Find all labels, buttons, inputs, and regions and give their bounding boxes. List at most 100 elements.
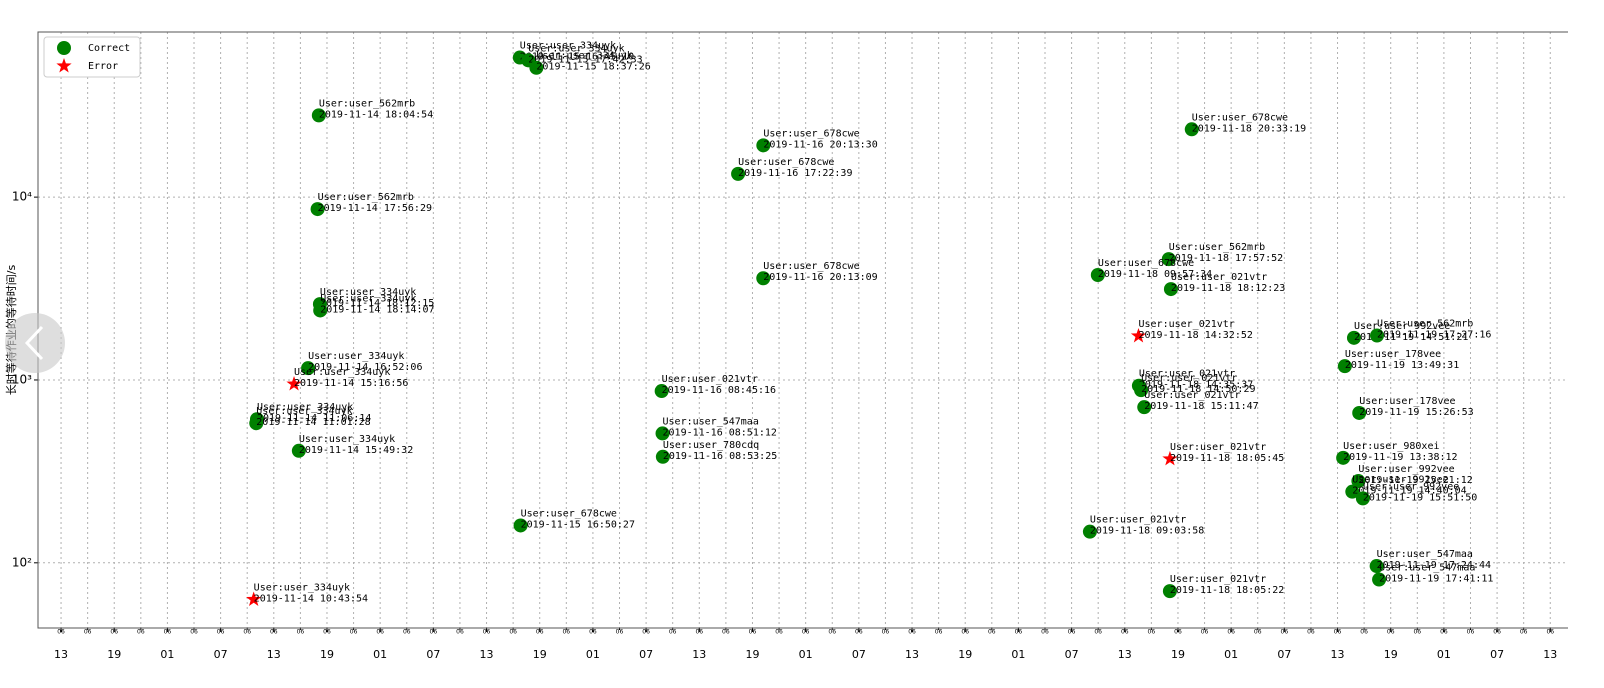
- x-minor-tick-label: 06: [456, 629, 464, 636]
- circle-marker: [655, 426, 670, 441]
- annotation-user: User:user_678cwe: [763, 128, 859, 139]
- x-minor-tick-label: 06: [84, 629, 92, 636]
- annotation-time: 2019-11-14 11:06:14: [257, 413, 371, 424]
- x-minor-tick-label: 06: [403, 629, 411, 636]
- annotation-user: User:user_178vee: [1345, 349, 1441, 360]
- x-minor-tick-label: 06: [297, 629, 305, 636]
- annotation-user: User:user_178vee: [1359, 396, 1455, 407]
- circle-marker: [249, 416, 264, 431]
- circle-marker: [313, 303, 328, 318]
- annotation-user: User:user_980xei: [1343, 441, 1439, 452]
- legend-label: Correct: [88, 43, 130, 54]
- annotation-user: User:user_780cdq: [663, 440, 759, 451]
- x-tick-label: 07: [214, 648, 228, 661]
- annotation-user: User:user_678cwe: [738, 157, 834, 168]
- annotation-time: 2019-11-14 17:56:29: [318, 203, 432, 214]
- circle-marker: [1355, 491, 1370, 506]
- x-tick-label: 13: [1118, 648, 1132, 661]
- x-minor-tick-label: 06: [882, 629, 890, 636]
- x-minor-tick-label: 06: [669, 629, 677, 636]
- annotation-time: 2019-11-14 15:16:56: [294, 378, 408, 389]
- annotation-user: User:user_678cwe: [521, 508, 617, 519]
- x-tick-label: 13: [692, 648, 706, 661]
- annotation-time: 2019-11-19 13:49:31: [1345, 360, 1459, 371]
- x-minor-tick-label: 06: [988, 629, 996, 636]
- circle-marker: [311, 108, 326, 123]
- legend-label: Error: [88, 61, 118, 72]
- x-tick-label: 19: [1171, 648, 1185, 661]
- star-marker: [1162, 450, 1178, 466]
- x-tick-label: 19: [1384, 648, 1398, 661]
- annotation-time: 2019-11-19 17:24:44: [1377, 560, 1491, 571]
- x-minor-tick-label: 06: [935, 629, 943, 636]
- annotation-user: User:user_021vtr: [1139, 369, 1235, 380]
- back-button[interactable]: [5, 313, 65, 373]
- annotation-time: 2019-11-15 16:45:10: [520, 52, 634, 63]
- x-tick-label: 01: [373, 648, 387, 661]
- annotation-user: User:user_334uyk: [536, 51, 632, 62]
- circle-marker: [310, 202, 325, 217]
- circle-marker: [1352, 405, 1367, 420]
- x-tick-label: 13: [1331, 648, 1345, 661]
- annotation-user: User:user_021vtr: [1171, 272, 1267, 283]
- annotation-time: 2019-11-15 17:42:33: [528, 54, 642, 65]
- annotation-time: 2019-11-18 15:11:47: [1144, 401, 1258, 412]
- x-tick-label: 07: [852, 648, 866, 661]
- x-minor-tick-label: 06: [190, 629, 198, 636]
- circle-marker: [1351, 474, 1366, 489]
- annotation-time: 2019-11-19 14:40:04: [1352, 486, 1466, 497]
- x-tick-label: 07: [639, 648, 653, 661]
- x-tick-label: 13: [905, 648, 919, 661]
- annotation-time: 2019-11-18 18:05:45: [1170, 453, 1284, 464]
- annotation-user: User:user_021vtr: [1170, 442, 1266, 453]
- annotation-time: 2019-11-19 17:41:11: [1379, 574, 1493, 585]
- y-tick-label: 10³: [12, 372, 32, 386]
- x-tick-label: 13: [480, 648, 494, 661]
- x-tick-label: 01: [799, 648, 813, 661]
- annotation-time: 2019-11-14 16:52:06: [308, 362, 422, 373]
- x-minor-tick-label: 06: [1148, 629, 1156, 636]
- annotation-time: 2019-11-14 18:14:07: [320, 304, 434, 315]
- x-minor-tick-label: 06: [509, 629, 517, 636]
- annotation-time: 2019-11-15 18:37:26: [536, 62, 650, 73]
- circle-marker: [529, 60, 544, 75]
- annotation-user: User:user_992vee: [1363, 481, 1459, 492]
- x-minor-tick-label: 06: [1360, 629, 1368, 636]
- circle-marker: [756, 138, 771, 153]
- annotation-time: 2019-11-14 10:43:54: [254, 593, 368, 604]
- annotation-user: User:user_547maa: [1379, 563, 1475, 574]
- annotation-user: User:user_547maa: [663, 416, 759, 427]
- circle-marker: [1370, 328, 1385, 343]
- x-tick-label: 07: [426, 648, 440, 661]
- annotation-time: 2019-11-16 20:13:09: [763, 272, 877, 283]
- circle-marker: [1372, 572, 1387, 587]
- x-tick-label: 01: [1437, 648, 1451, 661]
- annotation-user: User:user_334uyk: [320, 287, 416, 298]
- x-minor-tick-label: 06: [243, 629, 251, 636]
- x-minor-tick-label: 06: [1467, 629, 1475, 636]
- annotation-time: 2019-11-14 11:01:28: [256, 417, 370, 428]
- annotation-time: 2019-11-18 18:05:22: [1170, 585, 1284, 596]
- circle-marker: [1161, 252, 1176, 267]
- annotation-user: User:user_562mrb: [1169, 242, 1265, 253]
- circle-marker: [1162, 584, 1177, 599]
- annotation-user: User:user_562mrb: [319, 98, 415, 109]
- circle-marker: [1346, 330, 1361, 345]
- annotation-time: 2019-11-14 15:49:32: [299, 445, 413, 456]
- annotation-user: User:user_334uyk: [520, 41, 616, 52]
- circle-marker: [513, 518, 528, 533]
- annotation-user: User:user_021vtr: [1090, 515, 1186, 526]
- annotation-user: User:user_334uyk: [299, 434, 395, 445]
- x-tick-label: 13: [1543, 648, 1557, 661]
- star-marker: [56, 58, 72, 73]
- annotation-time: 2019-11-16 08:45:16: [662, 385, 776, 396]
- circle-marker: [1090, 268, 1105, 283]
- circle-marker: [57, 41, 71, 55]
- x-minor-tick-label: 06: [1307, 629, 1315, 636]
- annotation-time: 2019-11-16 08:53:25: [663, 451, 777, 462]
- annotation-time: 2019-11-16 20:13:30: [763, 139, 877, 150]
- annotation-user: User:user_992vee: [1354, 321, 1450, 332]
- annotation-user: User:user_334uyk: [294, 367, 390, 378]
